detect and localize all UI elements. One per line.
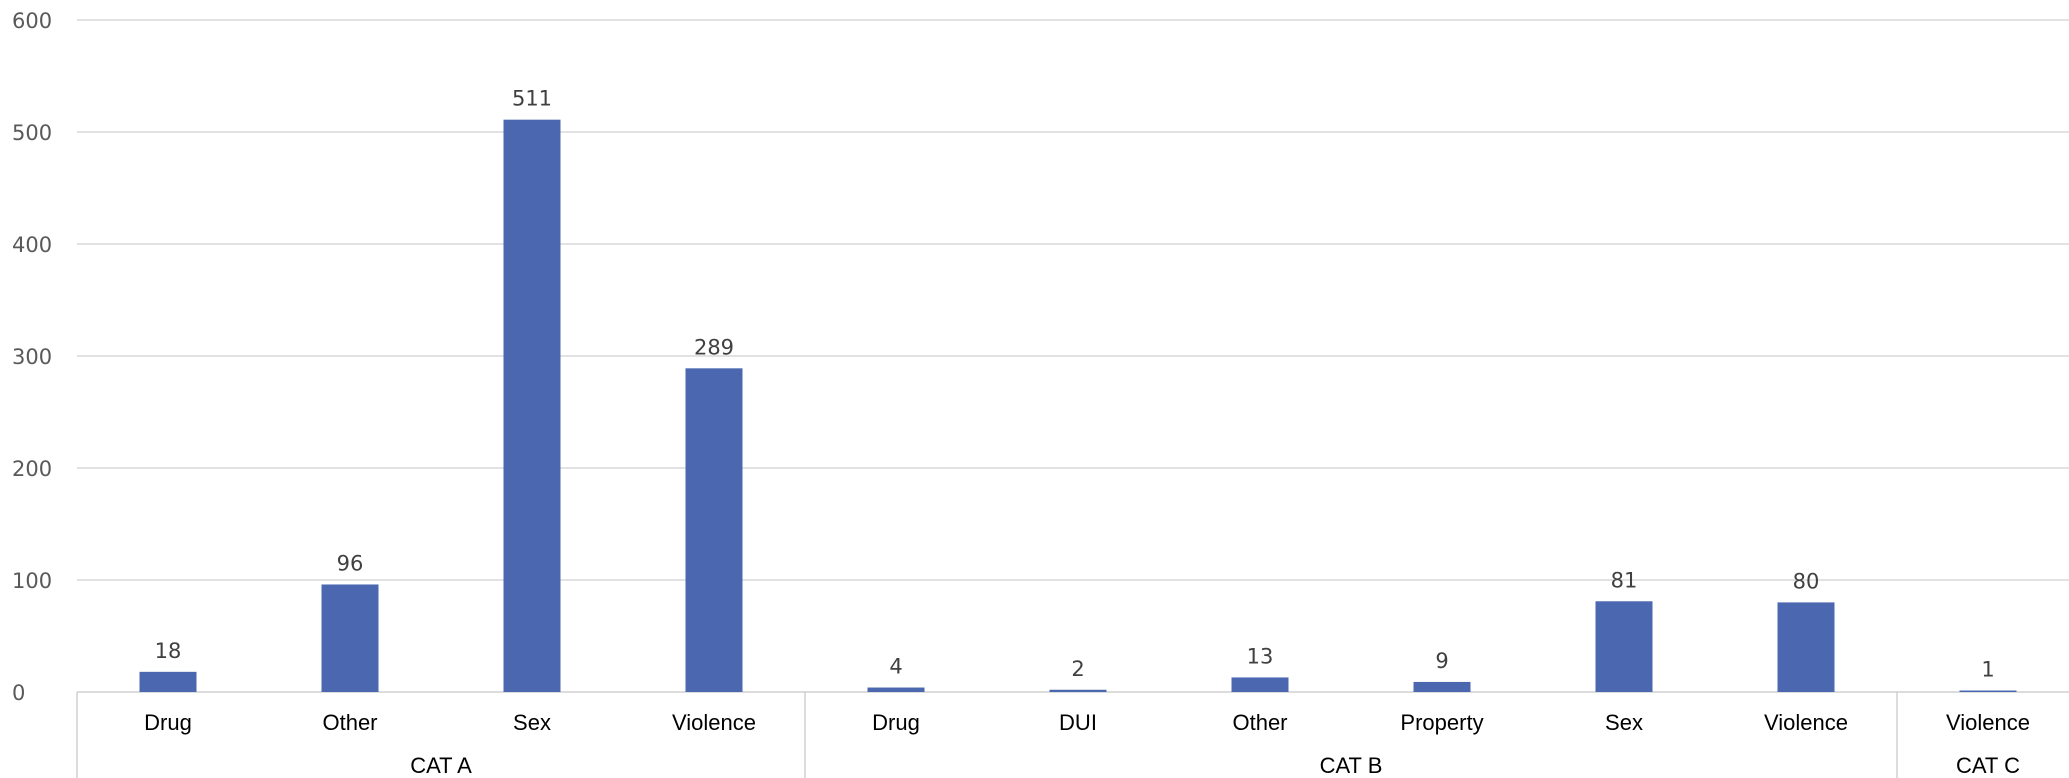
gridlines <box>77 19 2069 693</box>
y-axis-ticks: 0 100 200 300 400 500 600 <box>12 9 52 705</box>
group-label: CAT C <box>1956 753 2020 778</box>
bars <box>139 119 2017 693</box>
data-label: 2 <box>1071 657 1084 681</box>
group-label: CAT A <box>410 753 472 778</box>
data-label: 9 <box>1435 649 1448 673</box>
bar-cat-a-violence <box>685 368 743 692</box>
data-label: 289 <box>694 335 734 359</box>
bar-cat-b-sex <box>1595 601 1653 692</box>
data-label: 13 <box>1247 644 1274 668</box>
bar-cat-b-violence <box>1777 602 1835 692</box>
data-label: 18 <box>155 639 182 663</box>
bar-cat-c-violence <box>1959 690 2017 692</box>
x-axis: Drug Other Sex Violence CAT A Drug DUI Other Pro… <box>76 692 2030 778</box>
y-tick-label: 100 <box>12 569 52 593</box>
y-tick-label: 0 <box>12 681 25 705</box>
category-label: Property <box>1400 710 1483 735</box>
bar-cat-b-drug <box>867 687 925 692</box>
category-label: Violence <box>1946 710 2030 735</box>
data-label: 96 <box>337 551 364 575</box>
data-label: 4 <box>889 655 902 679</box>
category-label: Other <box>1232 710 1287 735</box>
category-label: Other <box>322 710 377 735</box>
group-label: CAT B <box>1320 753 1383 778</box>
data-label: 80 <box>1793 569 1820 593</box>
data-label: 1 <box>1981 658 1994 682</box>
bar-cat-a-other <box>321 584 379 692</box>
category-label: Sex <box>513 710 551 735</box>
bar-cat-b-other <box>1231 677 1289 692</box>
y-tick-label: 500 <box>12 121 52 145</box>
bar-cat-b-dui <box>1049 689 1107 692</box>
data-labels: 18 96 511 289 4 2 13 9 81 80 1 <box>155 87 1995 682</box>
data-label: 511 <box>512 87 552 111</box>
category-label: Drug <box>872 710 920 735</box>
bar-cat-b-property <box>1413 681 1471 692</box>
category-label: Violence <box>1764 710 1848 735</box>
category-label: Sex <box>1605 710 1643 735</box>
bar-cat-a-sex <box>503 119 561 693</box>
bar-cat-a-drug <box>139 671 197 692</box>
y-tick-label: 300 <box>12 345 52 369</box>
y-tick-label: 600 <box>12 9 52 33</box>
y-tick-label: 200 <box>12 457 52 481</box>
category-label: Drug <box>144 710 192 735</box>
data-label: 81 <box>1611 568 1638 592</box>
y-tick-label: 400 <box>12 233 52 257</box>
category-label: DUI <box>1059 710 1097 735</box>
category-label: Violence <box>672 710 756 735</box>
